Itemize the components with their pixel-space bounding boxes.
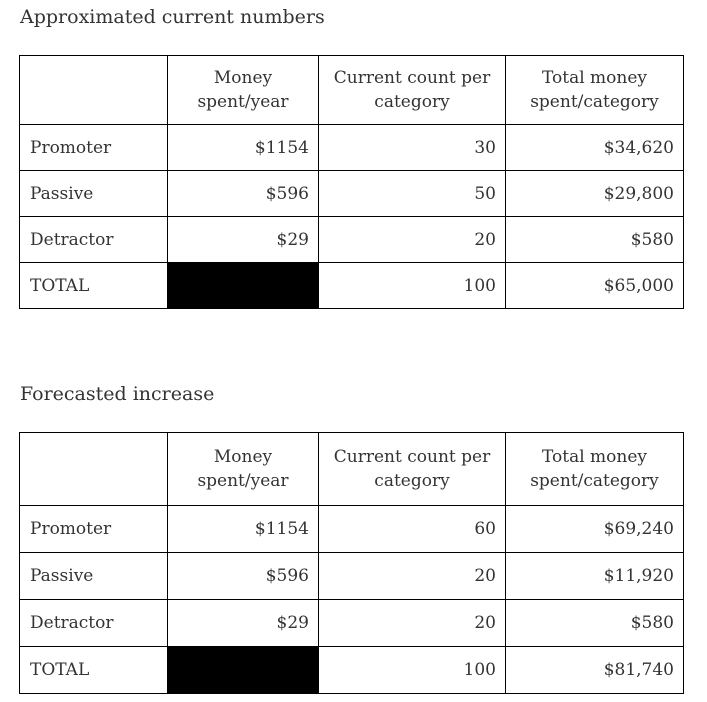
money-per-year-cell: $1154: [167, 124, 319, 171]
row-label: TOTAL: [19, 646, 168, 694]
count-cell: 100: [318, 646, 506, 694]
total-cell: $81,740: [505, 646, 684, 694]
header-money-spent-year: Money spent/year: [167, 55, 319, 125]
count-cell: 20: [318, 552, 506, 600]
row-label: Promoter: [19, 505, 168, 553]
redacted-cell: [167, 262, 319, 309]
table-row-promoter: Promoter $1154 30 $34,620: [19, 124, 684, 171]
total-cell: $69,240: [505, 505, 684, 553]
table-row-passive: Passive $596 20 $11,920: [19, 552, 684, 600]
table-row-total: TOTAL 100 $81,740: [19, 646, 684, 694]
header-money-spent-year: Money spent/year: [167, 432, 319, 506]
count-cell: 50: [318, 170, 506, 217]
section-title-current: Approximated current numbers: [20, 6, 325, 28]
row-label: Passive: [19, 170, 168, 217]
header-current-count: Current count per category: [318, 432, 506, 506]
table-row-detractor: Detractor $29 20 $580: [19, 216, 684, 263]
total-cell: $11,920: [505, 552, 684, 600]
total-cell: $34,620: [505, 124, 684, 171]
table-row-total: TOTAL 100 $65,000: [19, 262, 684, 309]
header-cell-blank: [19, 55, 168, 125]
count-cell: 100: [318, 262, 506, 309]
row-label: Promoter: [19, 124, 168, 171]
header-cell-blank: [19, 432, 168, 506]
count-cell: 20: [318, 599, 506, 647]
header-total-money: Total money spent/category: [505, 432, 684, 506]
table-row-detractor: Detractor $29 20 $580: [19, 599, 684, 647]
total-cell: $29,800: [505, 170, 684, 217]
total-cell: $580: [505, 599, 684, 647]
count-cell: 60: [318, 505, 506, 553]
row-label: Detractor: [19, 216, 168, 263]
row-label: Detractor: [19, 599, 168, 647]
count-cell: 20: [318, 216, 506, 263]
section-title-forecast: Forecasted increase: [20, 383, 215, 405]
money-per-year-cell: $596: [167, 170, 319, 217]
table-header-row: Money spent/year Current count per categ…: [19, 432, 684, 506]
count-cell: 30: [318, 124, 506, 171]
total-cell: $580: [505, 216, 684, 263]
table-row-promoter: Promoter $1154 60 $69,240: [19, 505, 684, 553]
table-row-passive: Passive $596 50 $29,800: [19, 170, 684, 217]
forecasted-increase-table: Money spent/year Current count per categ…: [19, 432, 684, 694]
money-per-year-cell: $1154: [167, 505, 319, 553]
money-per-year-cell: $29: [167, 216, 319, 263]
row-label: Passive: [19, 552, 168, 600]
header-total-money: Total money spent/category: [505, 55, 684, 125]
row-label: TOTAL: [19, 262, 168, 309]
header-current-count: Current count per category: [318, 55, 506, 125]
money-per-year-cell: $596: [167, 552, 319, 600]
total-cell: $65,000: [505, 262, 684, 309]
money-per-year-cell: $29: [167, 599, 319, 647]
table-header-row: Money spent/year Current count per categ…: [19, 55, 684, 125]
redacted-cell: [167, 646, 319, 694]
current-numbers-table: Money spent/year Current count per categ…: [19, 55, 684, 309]
